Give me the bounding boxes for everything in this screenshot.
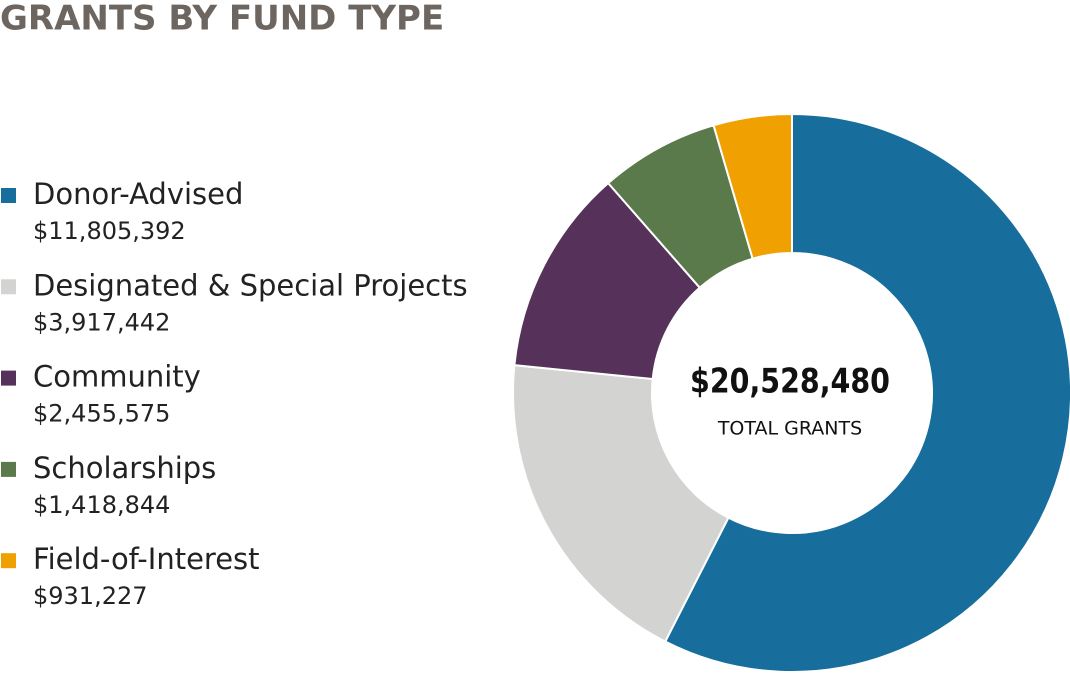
- legend-swatch: [1, 461, 16, 477]
- legend-label: Donor-Advised: [33, 177, 243, 211]
- legend-label: Community: [33, 360, 201, 394]
- center-caption: TOTAL GRANTS: [717, 418, 862, 440]
- legend-swatch: [1, 553, 16, 569]
- legend-label: Scholarships: [33, 451, 216, 485]
- legend-swatch: [1, 188, 16, 203]
- legend-value: $1,418,844: [33, 491, 170, 519]
- donut-slice: [512, 364, 730, 643]
- legend-value: $931,227: [33, 582, 148, 610]
- donut-slice: [712, 112, 793, 260]
- legend-label: Field-of-Interest: [33, 542, 260, 576]
- chart-title: GRANTS BY FUND TYPE: [0, 0, 444, 39]
- legend-swatch: [1, 279, 16, 295]
- donut-slice: [663, 112, 1070, 673]
- donut-slice: [513, 181, 702, 381]
- center-label: $20,528,480: [690, 362, 890, 402]
- legend-value: $3,917,442: [33, 308, 170, 336]
- legend-value: $2,455,575: [33, 400, 170, 428]
- legend-label: Designated & Special Projects: [33, 268, 468, 302]
- legend-swatch: [1, 370, 16, 386]
- legend-value: $11,805,392: [33, 217, 186, 245]
